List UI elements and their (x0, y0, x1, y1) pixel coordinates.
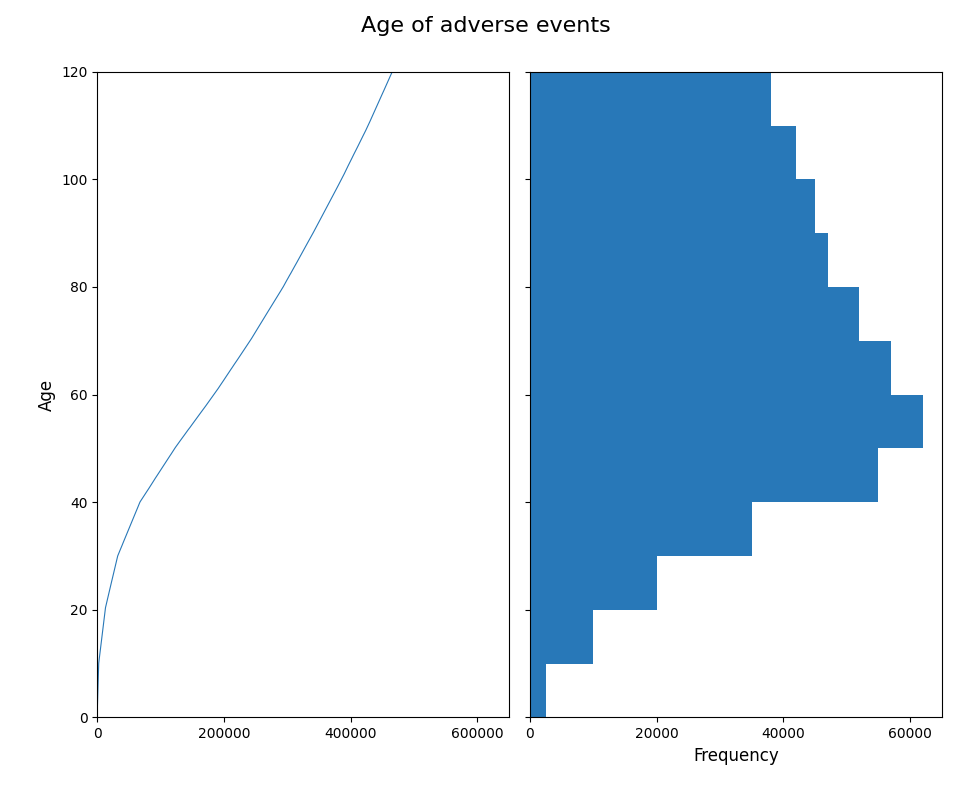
Bar (530, 126, 796, 179)
Bar (530, 663, 546, 717)
Bar (530, 179, 815, 234)
Bar (530, 395, 922, 449)
Bar (530, 556, 656, 610)
Bar (530, 234, 827, 287)
Bar (530, 287, 859, 341)
Bar (530, 448, 879, 502)
Bar (530, 341, 891, 395)
Bar (530, 610, 593, 663)
Text: Age of adverse events: Age of adverse events (360, 16, 611, 36)
Y-axis label: Age: Age (38, 379, 55, 410)
Bar (530, 72, 771, 126)
Bar (530, 502, 752, 556)
X-axis label: Frequency: Frequency (693, 747, 779, 764)
